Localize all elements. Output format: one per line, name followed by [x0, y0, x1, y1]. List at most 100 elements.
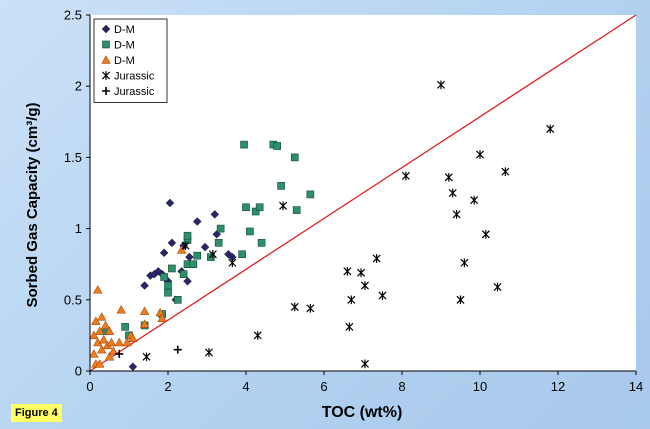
diamond-point — [167, 238, 177, 248]
triangle-point — [104, 351, 115, 361]
diamond-point — [183, 277, 192, 286]
asterisk-point — [460, 258, 469, 268]
asterisk-point — [347, 295, 356, 305]
asterisk-point — [452, 210, 461, 219]
x-tick-label: 6 — [320, 379, 327, 394]
square-point — [179, 270, 188, 278]
triangle-point — [128, 333, 138, 342]
x-tick-label: 10 — [473, 379, 487, 394]
x-tick-label: 4 — [242, 379, 249, 394]
asterisk-point — [448, 188, 457, 198]
asterisk-point — [208, 249, 217, 259]
y-tick-label: 0.5 — [64, 292, 82, 307]
y-axis-title: Sorbed Gas Capacity (cm³/g) — [24, 102, 41, 307]
trend-line-layer — [89, 14, 637, 372]
triangle-point — [139, 319, 150, 328]
triangle-point — [96, 312, 107, 321]
square-point — [121, 323, 129, 331]
axes-layer: 0 2 4 6 8 10 12 14 0 0.5 1 1.5 2 2.5 — [64, 8, 643, 395]
triangle-point — [96, 344, 107, 354]
triangle-point — [91, 316, 101, 325]
triangle-point — [89, 349, 99, 358]
square-point — [306, 190, 315, 199]
square-point — [168, 264, 176, 273]
y-tick-label: 1.5 — [64, 150, 82, 165]
diamond-point — [140, 281, 149, 290]
triangle-point — [176, 245, 187, 254]
asterisk-point — [279, 201, 288, 211]
legend-square-icon — [102, 40, 110, 49]
series-plus — [115, 345, 182, 358]
x-tick-label: 12 — [551, 379, 565, 394]
triangle-point — [157, 313, 167, 323]
asterisk-point — [378, 291, 387, 300]
square-point — [257, 239, 266, 247]
series-triangle — [89, 245, 187, 368]
triangle-point — [139, 306, 150, 315]
x-tick-label: 8 — [398, 379, 405, 394]
triangle-point — [108, 346, 119, 355]
asterisk-point — [444, 173, 453, 182]
triangle-point — [104, 326, 115, 335]
triangle-point — [93, 285, 103, 294]
y-tick-label: 0 — [75, 364, 82, 379]
asterisk-point — [360, 359, 369, 369]
asterisk-point — [357, 268, 366, 278]
diamond-point — [192, 217, 202, 226]
x-tick-label: 0 — [86, 379, 93, 394]
square-point — [246, 227, 254, 236]
triangle-point — [95, 359, 105, 368]
triangle-point — [114, 337, 124, 347]
square-point — [251, 207, 260, 216]
y-tick-label: 1 — [75, 221, 82, 236]
diamond-point — [165, 198, 175, 208]
legend-triangle-icon — [101, 55, 111, 64]
series-asterisk — [142, 80, 555, 369]
asterisk-point — [401, 171, 410, 181]
triangle-point — [98, 334, 109, 344]
square-point — [242, 203, 250, 212]
square-point — [183, 231, 192, 240]
square-point — [277, 182, 285, 190]
legend-label: D-M — [114, 55, 135, 67]
square-point — [173, 295, 182, 304]
square-point — [216, 224, 225, 233]
asterisk-point — [253, 331, 262, 340]
legend-label: Jurassic — [114, 86, 155, 98]
square-point — [207, 253, 215, 261]
asterisk-point — [204, 348, 213, 357]
square-point — [160, 273, 168, 281]
square-point — [292, 206, 301, 214]
asterisk-point — [345, 322, 354, 332]
asterisk-point — [228, 258, 237, 268]
x-axis-title: TOC (wt%) — [322, 404, 403, 421]
square-point — [164, 281, 172, 290]
asterisk-point — [142, 352, 151, 362]
legend-label: Jurassic — [114, 71, 155, 83]
series-square — [101, 140, 315, 340]
y-tick-label: 2.5 — [64, 8, 82, 23]
asterisk-point — [456, 295, 465, 305]
square-point — [240, 140, 248, 149]
asterisk-point — [290, 302, 299, 312]
asterisk-point — [181, 241, 190, 251]
triangle-point — [95, 326, 105, 335]
asterisk-point — [470, 195, 479, 205]
asterisk-point — [436, 80, 446, 90]
asterisk-point — [475, 150, 485, 159]
asterisk-point — [306, 304, 315, 313]
square-point — [255, 203, 264, 212]
asterisk-point — [360, 281, 369, 290]
triangle-point — [116, 304, 126, 314]
asterisk-point — [343, 267, 352, 276]
square-point — [290, 153, 299, 162]
asterisk-point — [546, 124, 555, 134]
square-point — [273, 142, 282, 150]
square-point — [164, 288, 172, 297]
diamond-point — [210, 210, 220, 219]
square-point — [238, 250, 246, 259]
plus-point — [173, 345, 182, 354]
triangle-point — [122, 337, 132, 347]
diamond-point — [159, 248, 169, 258]
asterisk-point — [372, 254, 381, 263]
